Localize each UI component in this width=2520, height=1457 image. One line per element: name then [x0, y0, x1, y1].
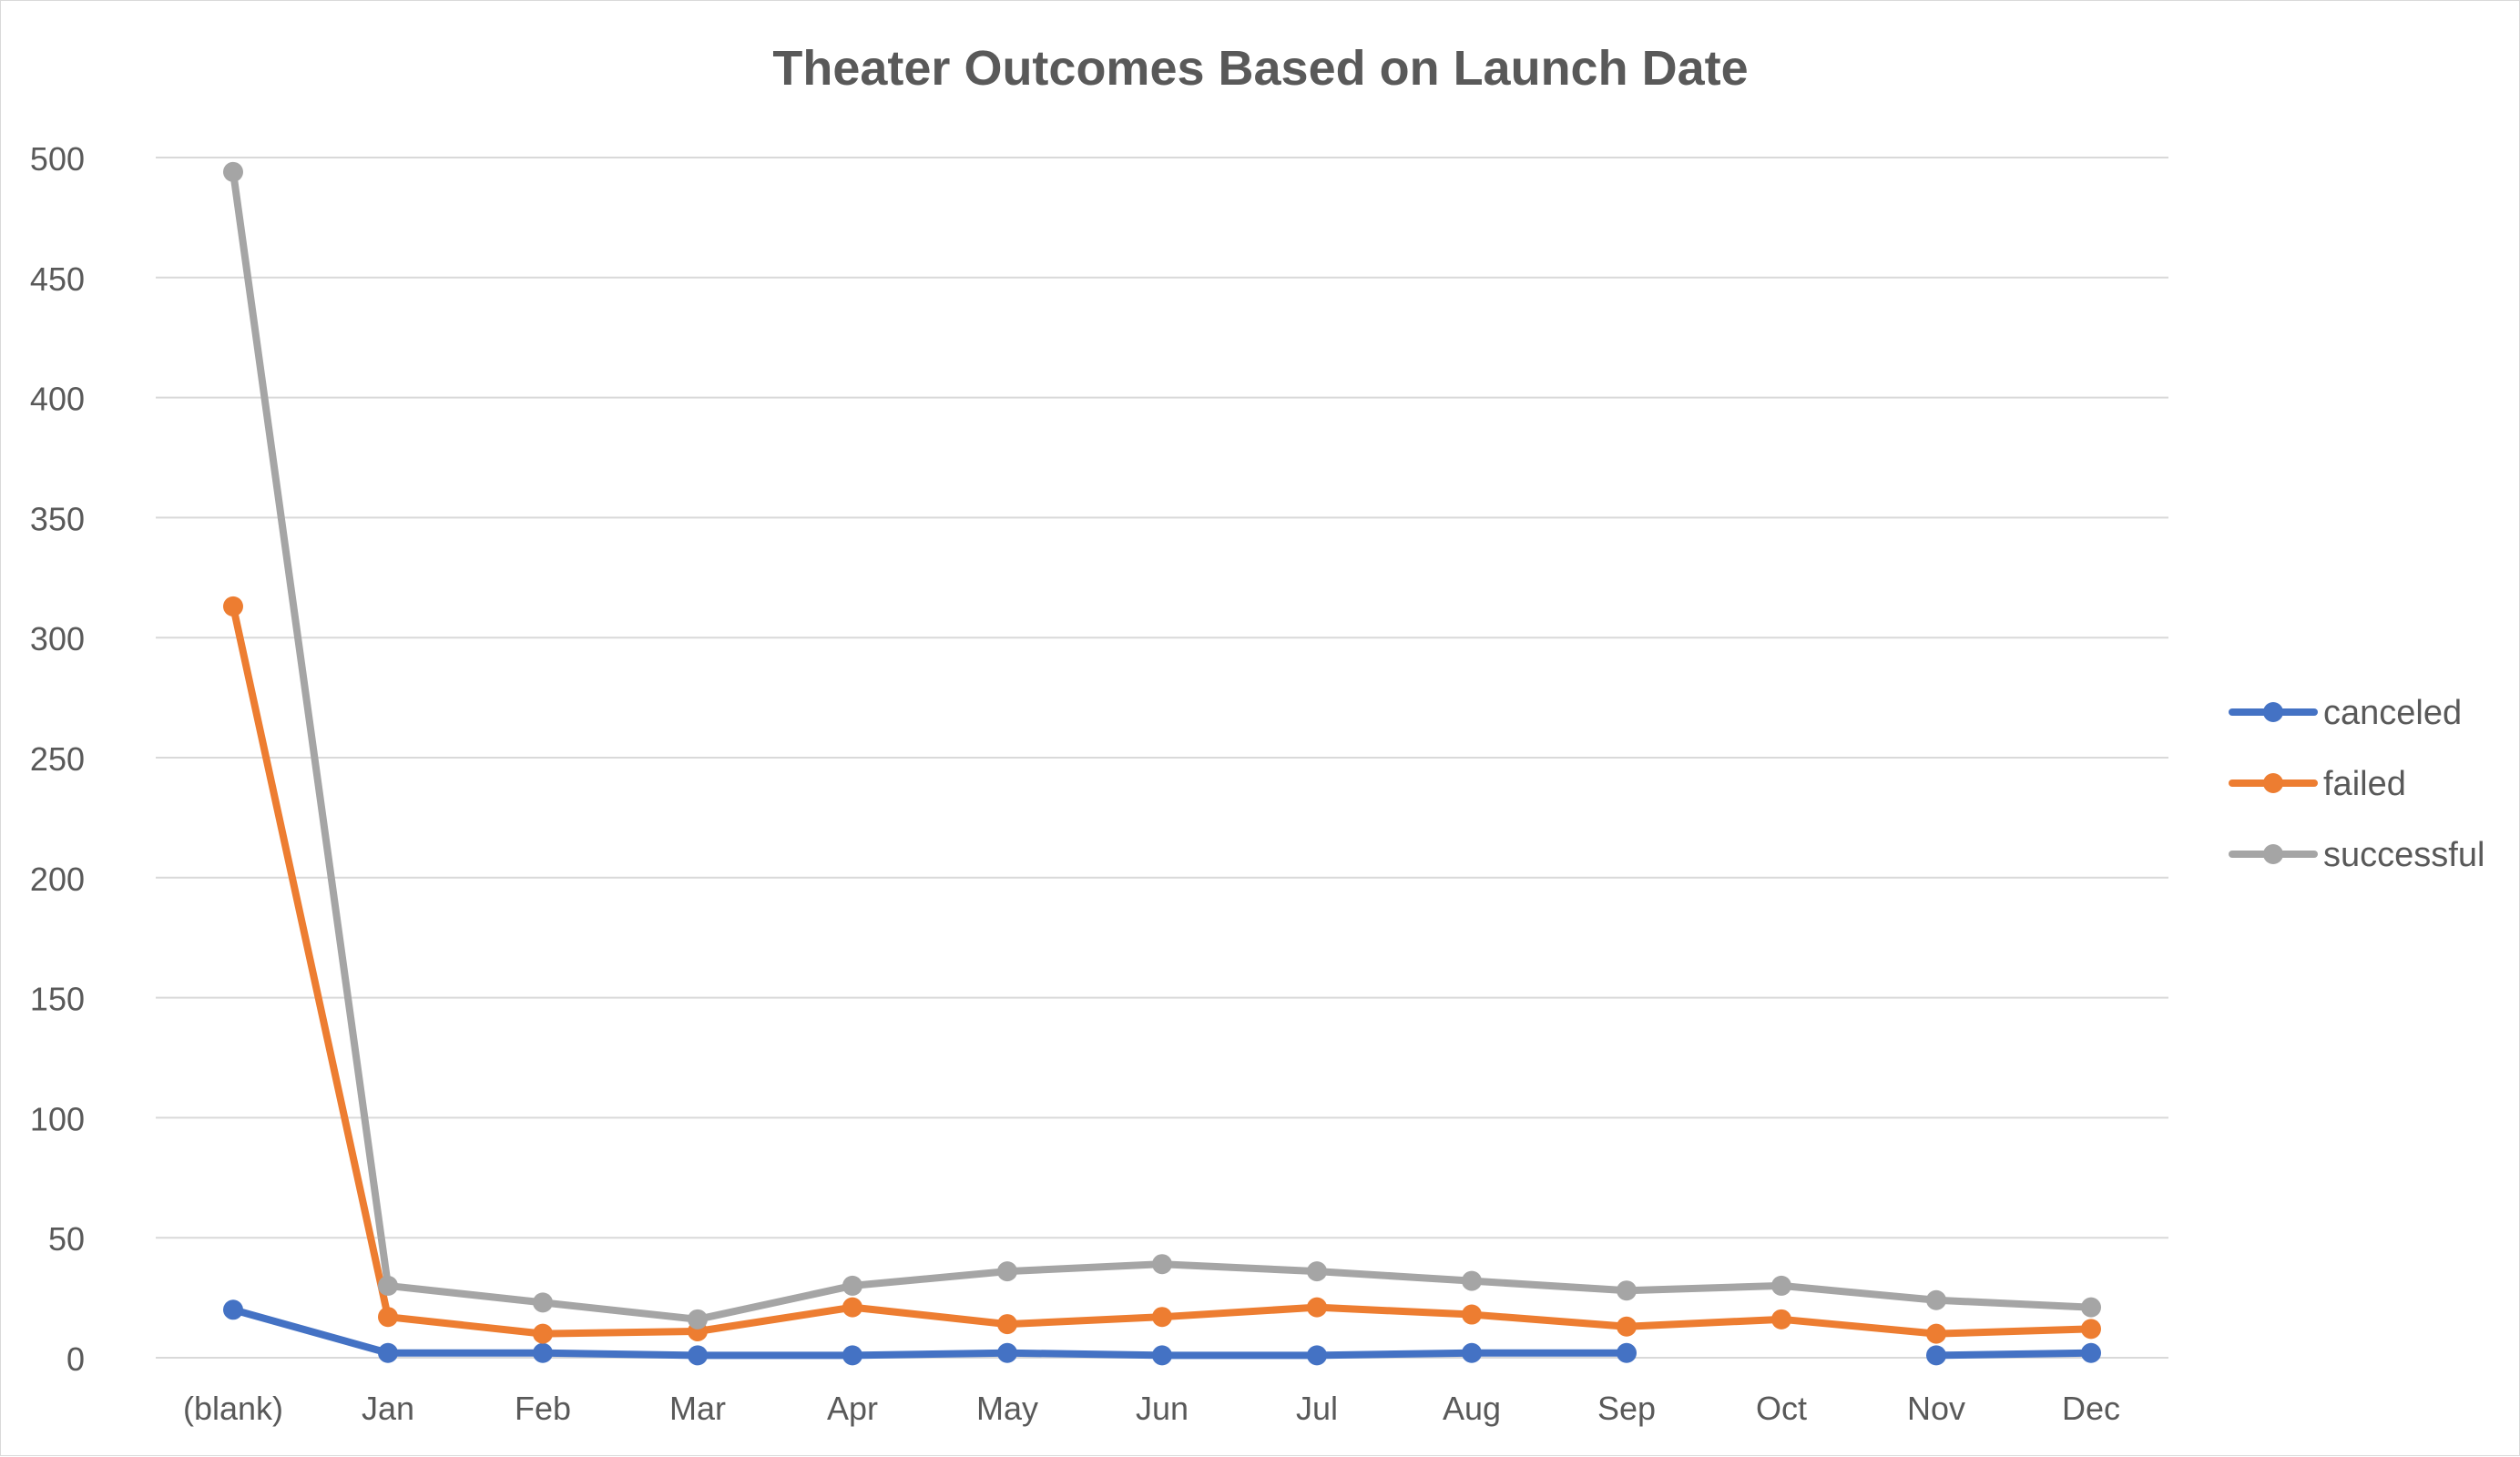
data-point-successful — [688, 1309, 708, 1330]
data-point-successful — [378, 1275, 398, 1296]
y-tick-label: 100 — [30, 1100, 85, 1137]
series-line-canceled — [1933, 1349, 2095, 1360]
data-point-successful — [533, 1292, 553, 1313]
y-tick-label: 250 — [30, 740, 85, 778]
legend-label: canceled — [2323, 694, 2462, 732]
data-point-failed — [1771, 1309, 1791, 1330]
data-point-successful — [223, 161, 243, 182]
series-successful — [223, 161, 2101, 1330]
data-point-successful — [1307, 1261, 1327, 1282]
data-point-canceled — [223, 1299, 243, 1320]
legend-item-failed: failed — [2229, 765, 2406, 803]
x-tick-label: (blank) — [183, 1390, 283, 1427]
legend-swatch-marker — [2263, 844, 2283, 864]
gridlines — [156, 157, 2168, 1359]
series-lines — [223, 161, 2101, 1366]
data-point-successful — [842, 1275, 862, 1296]
data-point-canceled — [1152, 1345, 1172, 1366]
x-tick-label: Jun — [1136, 1390, 1189, 1427]
x-tick-label: Mar — [669, 1390, 726, 1427]
x-axis-ticks: (blank) Jan Feb Mar Apr May Jun Jul Aug Sep Oct Nov… — [183, 1390, 2120, 1427]
series-canceled — [223, 1299, 2101, 1366]
y-tick-label: 450 — [30, 260, 85, 298]
data-point-failed — [1307, 1297, 1327, 1318]
y-tick-label: 350 — [30, 500, 85, 537]
legend-swatch-marker — [2263, 702, 2283, 722]
series-line-failed — [230, 602, 2095, 1338]
legend-swatch-marker — [2263, 773, 2283, 793]
y-tick-label: 200 — [30, 861, 85, 898]
data-point-failed — [997, 1314, 1017, 1335]
data-point-successful — [2081, 1297, 2101, 1318]
x-tick-label: Feb — [515, 1390, 571, 1427]
y-tick-label: 300 — [30, 620, 85, 657]
y-tick-label: 500 — [30, 140, 85, 178]
data-point-failed — [1926, 1323, 1946, 1344]
series-line-canceled — [230, 1306, 1630, 1360]
data-point-canceled — [1617, 1342, 1637, 1363]
x-tick-label: Dec — [2062, 1390, 2120, 1427]
data-point-canceled — [2081, 1342, 2101, 1363]
series-line-successful — [230, 168, 2095, 1323]
x-tick-label: Jul — [1296, 1390, 1338, 1427]
data-point-failed — [1152, 1307, 1172, 1328]
data-point-canceled — [688, 1345, 708, 1366]
legend-label: failed — [2323, 765, 2406, 803]
data-point-failed — [378, 1307, 398, 1328]
x-tick-label: Sep — [1597, 1390, 1656, 1427]
data-point-successful — [1617, 1280, 1637, 1301]
x-tick-label: Apr — [827, 1390, 878, 1427]
data-point-failed — [533, 1323, 553, 1344]
y-tick-label: 0 — [66, 1340, 85, 1378]
x-tick-label: Jan — [362, 1390, 414, 1427]
data-point-canceled — [997, 1342, 1017, 1363]
x-tick-label: May — [976, 1390, 1038, 1427]
data-point-canceled — [842, 1345, 862, 1366]
data-point-canceled — [1926, 1345, 1946, 1366]
chart-title: Theater Outcomes Based on Launch Date — [772, 41, 1748, 96]
data-point-canceled — [378, 1342, 398, 1363]
legend-item-successful: successful — [2229, 836, 2484, 874]
legend-label: successful — [2323, 836, 2484, 874]
data-point-failed — [842, 1297, 862, 1318]
data-point-failed — [1462, 1304, 1482, 1325]
data-point-successful — [997, 1261, 1017, 1282]
y-axis-ticks: 0 50 100 150 200 250 300 350 400 450 500 — [30, 140, 85, 1378]
y-tick-label: 150 — [30, 981, 85, 1018]
legend-item-canceled: canceled — [2229, 694, 2462, 732]
data-point-successful — [1152, 1254, 1172, 1275]
x-tick-label: Oct — [1756, 1390, 1807, 1427]
data-point-failed — [2081, 1319, 2101, 1340]
y-tick-label: 400 — [30, 381, 85, 418]
series-failed — [223, 596, 2101, 1344]
legend: canceled failed successful — [2229, 694, 2484, 874]
data-point-successful — [1462, 1270, 1482, 1291]
data-point-failed — [223, 596, 243, 616]
x-tick-label: Aug — [1443, 1390, 1501, 1427]
data-point-successful — [1771, 1275, 1791, 1296]
data-point-canceled — [533, 1342, 553, 1363]
data-point-failed — [1617, 1316, 1637, 1337]
data-point-canceled — [1307, 1345, 1327, 1366]
data-point-successful — [1926, 1289, 1946, 1310]
y-tick-label: 50 — [48, 1220, 85, 1258]
x-tick-label: Nov — [1907, 1390, 1965, 1427]
data-point-canceled — [1462, 1342, 1482, 1363]
